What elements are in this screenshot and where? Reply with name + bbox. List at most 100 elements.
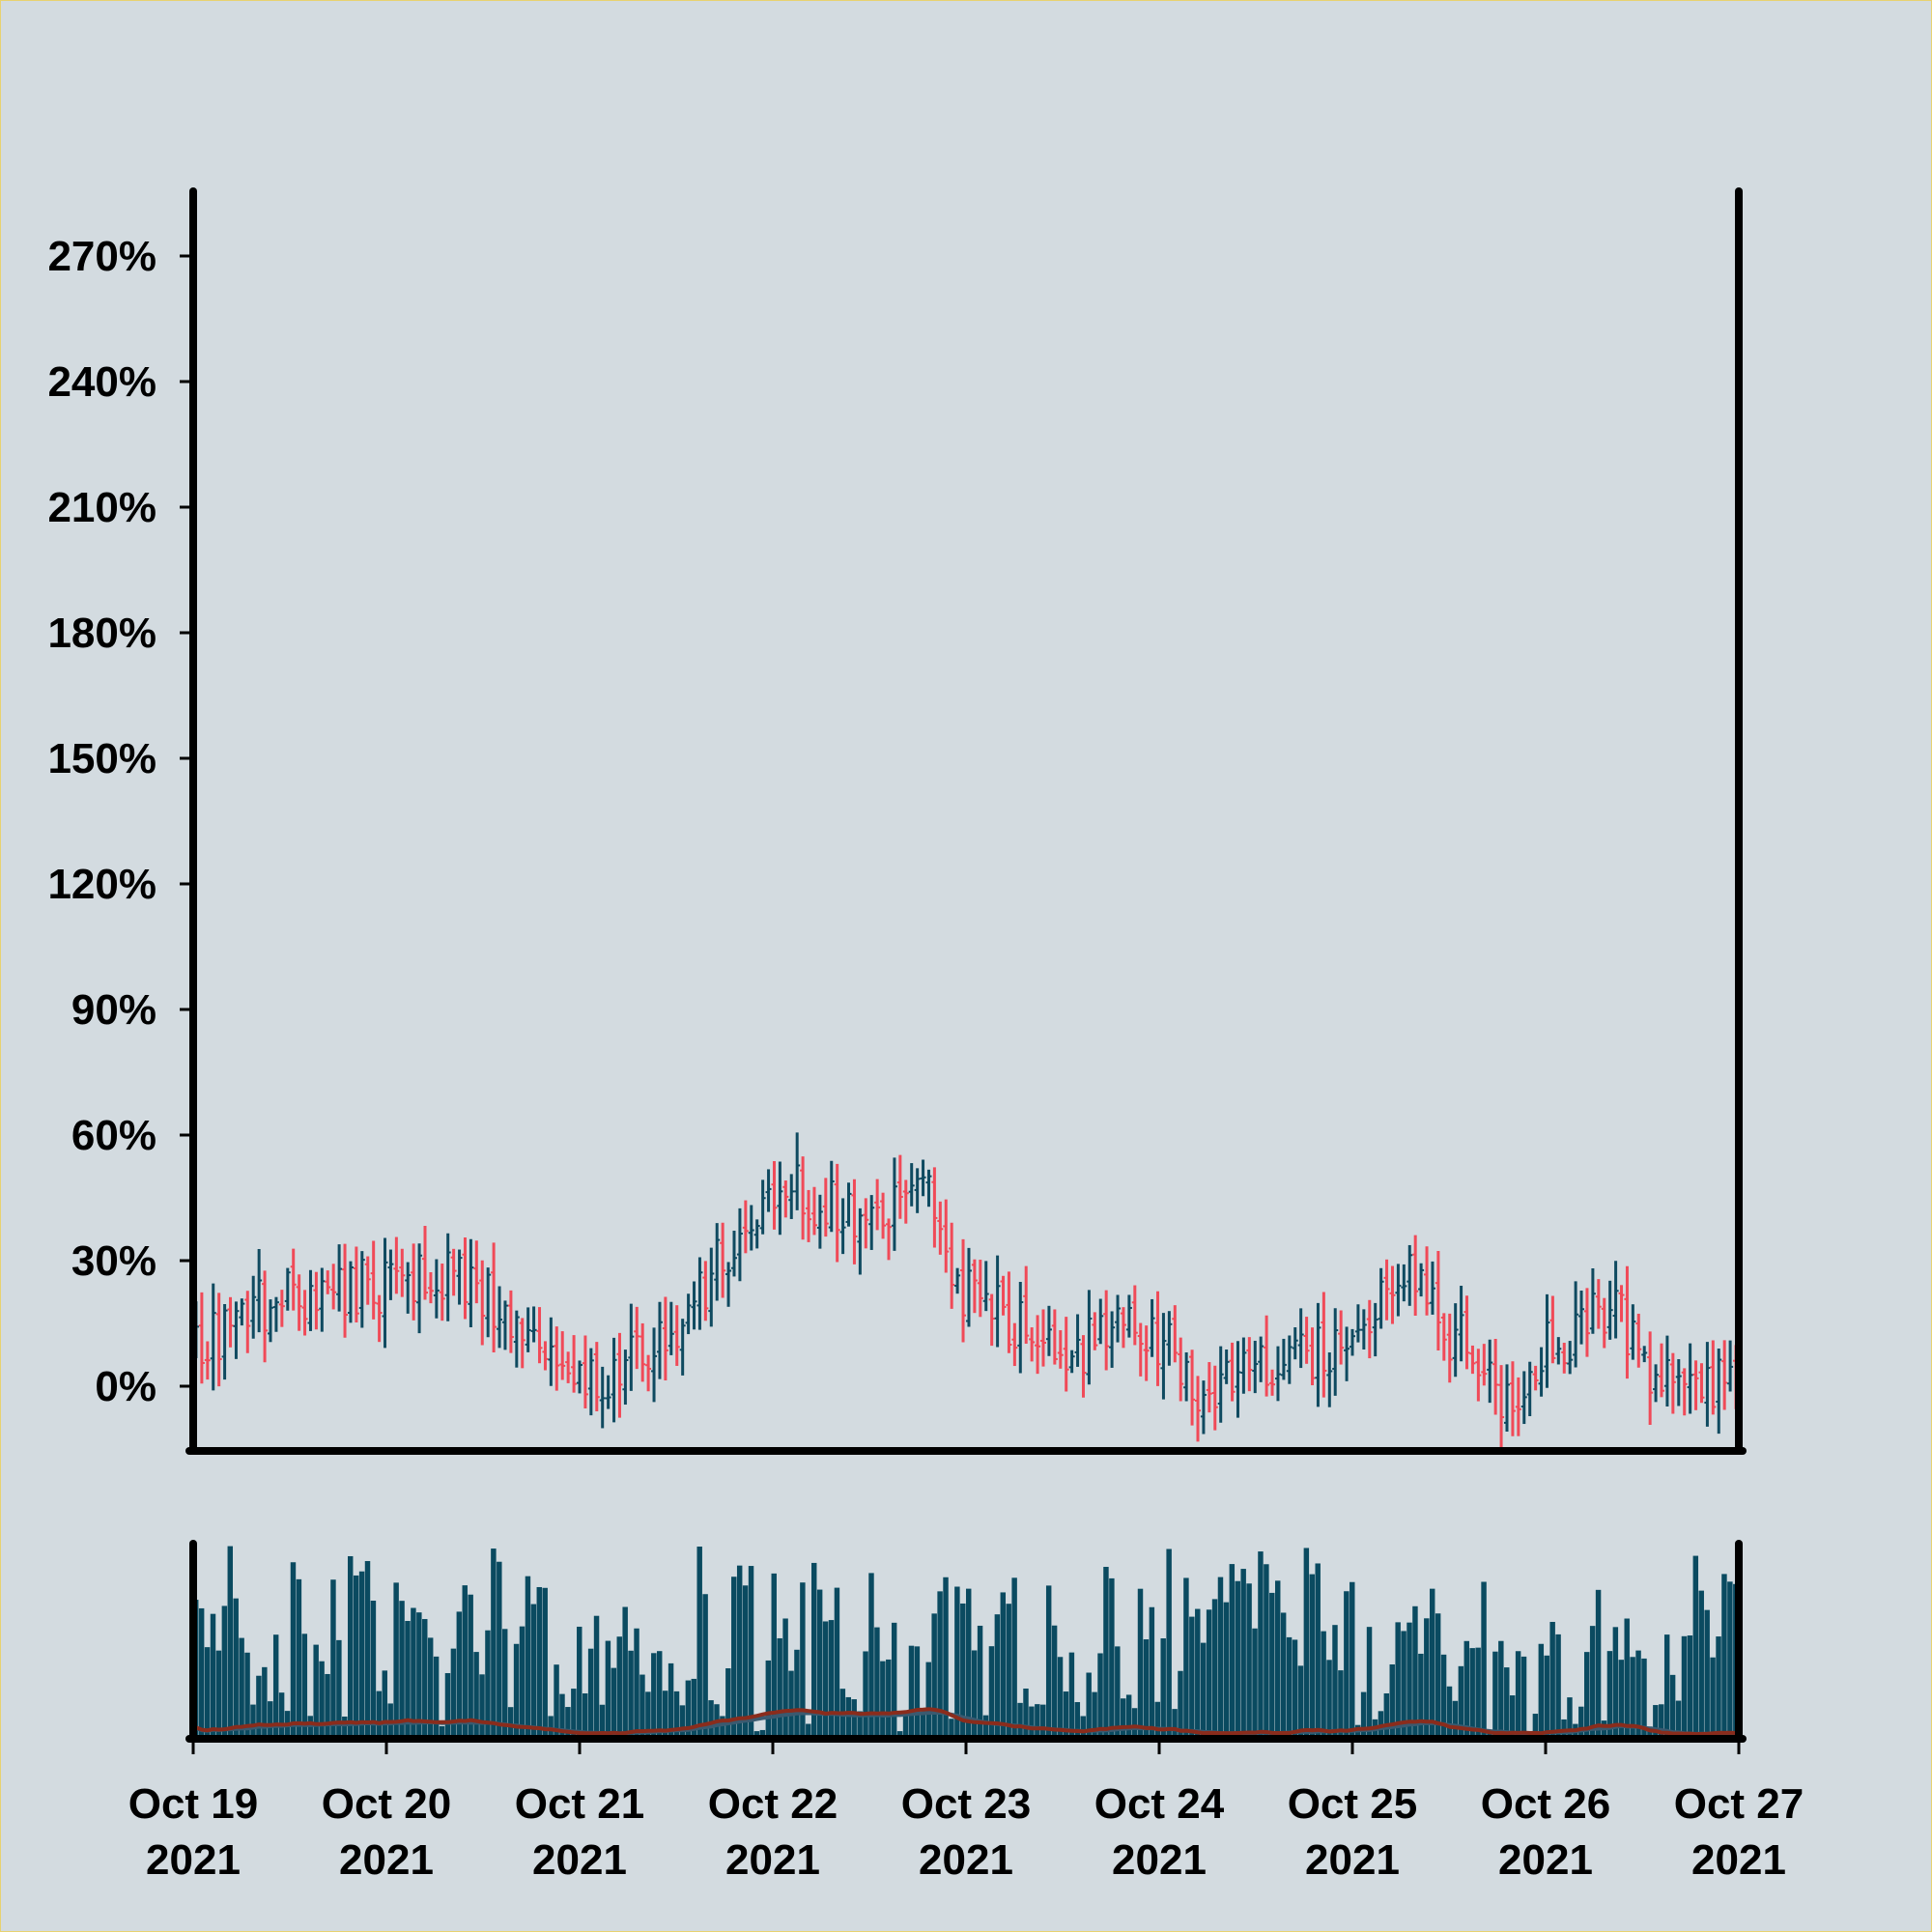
ohlc-bar: [816, 1194, 823, 1249]
volume-bar: [565, 1707, 571, 1735]
volume-bar: [1641, 1658, 1647, 1735]
volume-bar: [250, 1704, 256, 1735]
ohlc-bar: [307, 1269, 314, 1331]
volume-bar: [1538, 1643, 1545, 1735]
volume-bar: [1544, 1655, 1549, 1735]
ohlc-bar: [788, 1174, 795, 1219]
volume-bar: [1178, 1670, 1183, 1735]
volume-bar: [233, 1598, 239, 1735]
volume-bar: [536, 1586, 543, 1735]
ohlc-bar: [1166, 1311, 1173, 1366]
volume-bar: [364, 1561, 371, 1735]
volume-bar: [1401, 1631, 1406, 1735]
ohlc-bar: [1463, 1295, 1470, 1370]
x-tick-label-year: 2021: [339, 1836, 434, 1884]
ohlc-bar: [1252, 1340, 1259, 1394]
ohlc-bar: [198, 1292, 205, 1384]
volume-bar: [702, 1594, 708, 1735]
volume-bar: [794, 1649, 800, 1735]
volume-bar: [1635, 1650, 1641, 1735]
ohlc-bars: [193, 1132, 1739, 1448]
volume-bar: [427, 1637, 434, 1735]
ohlc-bar: [1595, 1279, 1602, 1329]
volume-bar: [1217, 1577, 1224, 1735]
volume-bar: [645, 1691, 651, 1735]
ohlc-bar: [473, 1240, 480, 1304]
ohlc-bar: [857, 1208, 864, 1275]
ohlc-bar: [548, 1317, 554, 1386]
volume-bar: [920, 1713, 926, 1735]
volume-bar: [353, 1575, 359, 1735]
volume-bar: [771, 1573, 777, 1735]
x-tick-label-date: Oct 20: [322, 1780, 452, 1828]
ohlc-bar: [290, 1248, 297, 1311]
volume-bar: [628, 1650, 634, 1735]
ohlc-bar: [364, 1256, 371, 1305]
ohlc-bar: [765, 1169, 772, 1212]
volume-bar: [874, 1627, 880, 1735]
volume-bar: [519, 1626, 526, 1735]
x-tick-label-year: 2021: [1691, 1836, 1786, 1884]
volume-bar: [313, 1644, 319, 1735]
ohlc-bar: [1006, 1271, 1012, 1353]
volume-bar: [554, 1664, 559, 1735]
ohlc-bar: [1172, 1305, 1179, 1363]
volume-bar: [1206, 1609, 1212, 1735]
volume-bar: [1303, 1548, 1310, 1735]
x-tick-label-year: 2021: [725, 1836, 820, 1884]
ohlc-bar: [599, 1366, 606, 1429]
volume-bar: [450, 1648, 457, 1735]
y-axis: 0% 30% 60% 90% 120% 150% 180% 210% 240% 270%: [47, 233, 191, 1410]
volume-bar: [1029, 1706, 1035, 1735]
ohlc-bar: [336, 1244, 343, 1312]
volume-bar: [1137, 1588, 1144, 1735]
ohlc-bar: [565, 1351, 572, 1383]
ohlc-bar: [914, 1168, 921, 1213]
volume-bar: [1653, 1705, 1659, 1735]
x-tick-label-date: Oct 26: [1481, 1780, 1611, 1828]
ohlc-bar: [896, 1154, 903, 1219]
ohlc-bar: [810, 1186, 817, 1236]
x-tick-label-date: Oct 19: [128, 1780, 259, 1828]
volume-bar: [806, 1723, 811, 1735]
ohlc-bar: [571, 1335, 578, 1393]
ohlc-bar: [645, 1354, 652, 1392]
ohlc-bar: [937, 1201, 944, 1255]
ohlc-bar: [1017, 1281, 1024, 1374]
x-tick-label-date: Oct 24: [1094, 1780, 1225, 1828]
ohlc-bar: [673, 1305, 680, 1366]
ohlc-bar: [1235, 1341, 1241, 1418]
ohlc-bar: [1137, 1322, 1144, 1377]
ohlc-bar: [782, 1180, 789, 1218]
ohlc-bar: [1727, 1340, 1734, 1392]
volume-bar: [198, 1607, 205, 1735]
ohlc-bar: [736, 1208, 743, 1282]
ohlc-bar: [422, 1225, 428, 1300]
ohlc-bar: [1360, 1309, 1367, 1350]
ohlc-bar: [497, 1286, 503, 1349]
ohlc-bar: [358, 1251, 365, 1328]
ohlc-bar: [1675, 1359, 1682, 1406]
volume-bar: [593, 1615, 600, 1735]
ohlc-bar: [1372, 1302, 1378, 1357]
ohlc-bar: [1057, 1330, 1064, 1369]
ohlc-bar: [1653, 1364, 1660, 1403]
ohlc-bar: [501, 1300, 508, 1350]
ohlc-bar: [227, 1296, 234, 1348]
volume-bar: [822, 1621, 829, 1735]
volume-bar: [491, 1548, 497, 1735]
ohlc-bar: [708, 1247, 715, 1327]
ohlc-bar: [1109, 1311, 1116, 1368]
volume-bar: [1280, 1612, 1287, 1735]
ohlc-bar: [759, 1179, 766, 1235]
volume-bar: [949, 1719, 954, 1735]
ohlc-bar: [1401, 1264, 1407, 1302]
ohlc-bar: [1195, 1376, 1201, 1442]
volume-bar: [1435, 1613, 1441, 1735]
volume-bar: [439, 1725, 445, 1735]
volume-bar: [1286, 1636, 1293, 1735]
ohlc-bar: [685, 1293, 692, 1335]
ohlc-bar: [347, 1261, 354, 1323]
ohlc-bar: [301, 1290, 308, 1336]
ohlc-bar: [1481, 1344, 1488, 1386]
